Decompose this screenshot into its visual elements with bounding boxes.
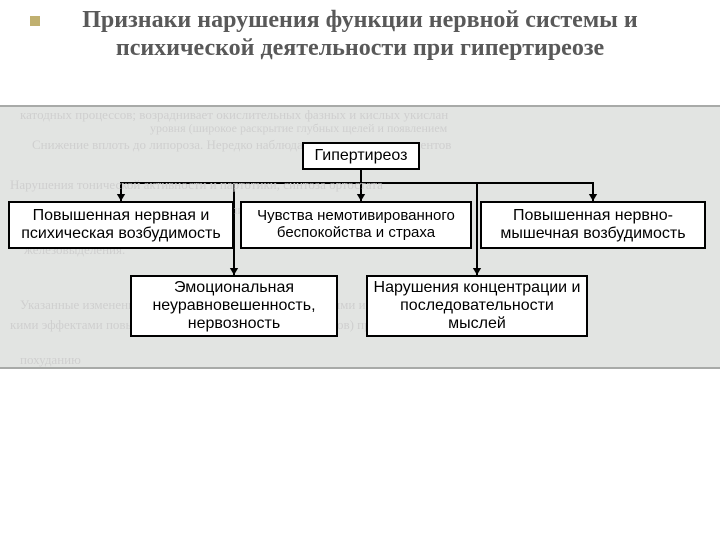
node-n5: Нарушения концентрации и последовательно…: [366, 275, 588, 337]
node-n2: Чувства немотивированного беспокойства и…: [240, 201, 472, 249]
node-n4: Эмоциональная неуравновешенность, нервоз…: [130, 275, 338, 337]
page-title: Признаки нарушения функции нервной систе…: [40, 6, 680, 63]
title-bullet: [30, 16, 40, 26]
ghost-text: Нарушения тонической активности и партот…: [10, 177, 383, 194]
node-root: Гипертиреоз: [302, 142, 420, 170]
ghost-text: уровня (широкое раскрытие глубных щелей …: [150, 121, 447, 137]
ghost-text: похуданию: [20, 352, 81, 369]
slide: Признаки нарушения функции нервной систе…: [0, 0, 720, 540]
node-n3: Повышенная нервно-мышечная возбудимость: [480, 201, 706, 249]
node-n1: Повышенная нервная и психическая возбуди…: [8, 201, 234, 249]
diagram-area: катодных процессов; возраднивает окислит…: [0, 105, 720, 369]
